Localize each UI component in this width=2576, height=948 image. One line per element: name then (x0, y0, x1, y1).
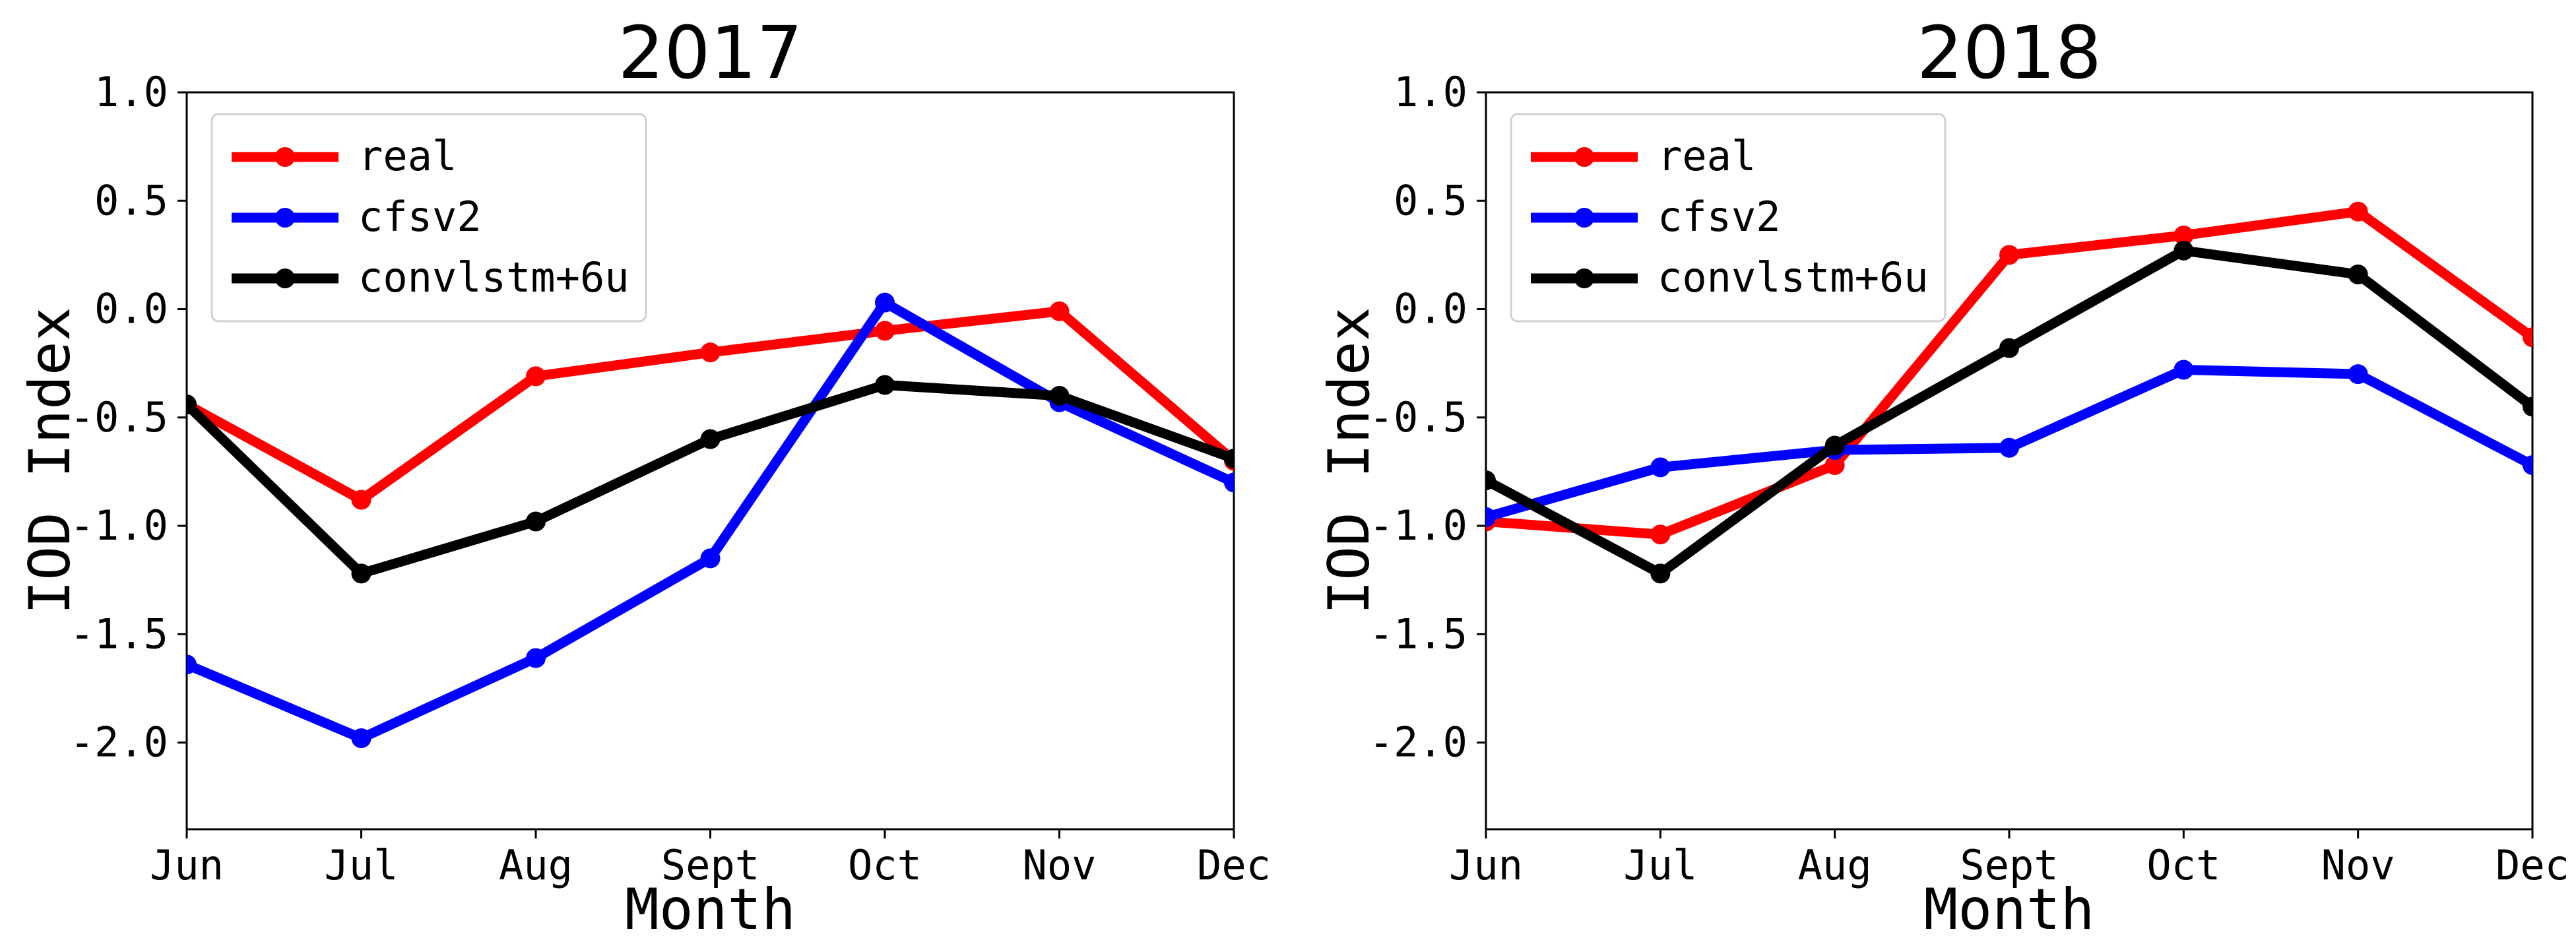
data-point (1999, 245, 2019, 265)
y-tick-label: -2.0 (70, 718, 168, 767)
data-point (875, 321, 895, 341)
data-point (2348, 264, 2368, 284)
legend-label: convlstm+6u (358, 253, 629, 301)
series-convlstm-6u (1486, 240, 2532, 584)
y-tick-label: 1.0 (94, 68, 168, 116)
data-point (2523, 396, 2532, 417)
series-real (187, 301, 1234, 510)
y-tick-label: -1.5 (70, 610, 168, 658)
x-axis-label: Month (625, 877, 796, 943)
data-point (1049, 385, 1070, 406)
data-point (1224, 472, 1234, 493)
legend-marker (1574, 269, 1594, 288)
legend-label: real (358, 132, 457, 180)
series-real (1486, 201, 2532, 545)
x-axis-label: Month (1924, 877, 2095, 943)
series-convlstm-6u (187, 375, 1234, 584)
y-tick-label: -1.0 (70, 501, 168, 550)
data-point (700, 429, 721, 449)
x-tick-label: Sept (661, 841, 759, 889)
data-point (875, 375, 895, 395)
legend: real cfsv2 convlstm+6u (1510, 113, 1947, 323)
data-point (1650, 524, 1671, 545)
x-tick-label: Oct (848, 841, 922, 889)
y-tick-label: 0.5 (1394, 176, 1467, 224)
x-tick-label: Aug (1798, 841, 1872, 889)
x-tick-label: Jul (325, 841, 399, 889)
legend-marker (1574, 147, 1594, 167)
y-tick-label: -1.0 (1369, 501, 1467, 550)
x-tick-label: Nov (1023, 841, 1097, 889)
y-axis-label: IOD Index (17, 307, 83, 615)
x-tick-label: Oct (2146, 841, 2220, 889)
data-point (1824, 455, 1845, 476)
data-point (187, 654, 197, 675)
legend-label: convlstm+6u (1658, 253, 1929, 301)
data-point (1486, 470, 1496, 491)
plot-area (1486, 201, 2532, 584)
x-tick-label: Jun (150, 841, 224, 889)
data-point (1650, 457, 1671, 478)
y-tick-label: -2.0 (1369, 718, 1467, 767)
chart-title: 2018 (1917, 11, 2102, 95)
data-point (351, 490, 371, 510)
data-point (187, 395, 197, 415)
data-point (2174, 240, 2194, 261)
x-tick-label: Jun (1449, 841, 1523, 889)
data-point (1999, 338, 2019, 358)
legend-box (210, 113, 647, 323)
x-tick-label: Jul (1623, 841, 1697, 889)
chart-title: 2017 (618, 11, 803, 95)
y-tick-label: -0.5 (70, 393, 168, 441)
series-cfsv2 (1486, 360, 2532, 527)
data-point (351, 728, 371, 749)
data-point (2174, 225, 2194, 245)
x-tick-label: Aug (499, 841, 573, 889)
data-point (700, 342, 721, 363)
y-tick-label: 0.0 (1394, 285, 1467, 333)
data-point (1224, 449, 1234, 469)
y-tick-label: 0.0 (94, 285, 168, 333)
y-tick-label: 0.5 (94, 176, 168, 224)
y-tick-label: 1.0 (1394, 68, 1467, 116)
y-tick-label: -0.5 (1369, 393, 1467, 441)
data-point (1049, 301, 1070, 321)
plot-area (187, 292, 1234, 749)
x-tick-label: Sept (1960, 841, 2058, 889)
data-point (1650, 563, 1671, 584)
data-point (1486, 507, 1496, 527)
legend-label: cfsv2 (358, 193, 482, 241)
legend-marker (275, 208, 295, 228)
y-axis-label: IOD Index (1316, 307, 1382, 615)
data-point (1999, 437, 2019, 458)
legend-label: cfsv2 (1658, 193, 1781, 241)
x-tick-label: Nov (2321, 841, 2395, 889)
data-point (1824, 435, 1845, 456)
y-tick-label: -1.5 (1369, 610, 1467, 658)
legend-marker (275, 147, 295, 167)
x-tick-label: Dec (2496, 841, 2569, 889)
chart-panel-2: 2018 1.0 0.5 0.0 -0.5 -1.0 -1.5 -2.0 Jun Jul Aug Se… (1316, 11, 2569, 943)
data-point (2348, 364, 2368, 385)
legend-marker (275, 269, 295, 288)
data-point (526, 648, 546, 668)
data-point (700, 548, 721, 569)
data-point (351, 563, 371, 584)
x-tick-label: Dec (1197, 841, 1271, 889)
data-point (2174, 360, 2194, 380)
series-line (187, 298, 1234, 743)
data-point (2348, 201, 2368, 222)
legend-marker (1574, 208, 1594, 228)
data-point (2523, 327, 2532, 348)
legend: real cfsv2 convlstm+6u (210, 113, 647, 323)
data-point (526, 366, 546, 387)
data-point (875, 292, 895, 313)
data-point (2523, 455, 2532, 476)
chart-panel-1: 2017 1.0 0.5 0.0 -0.5 -1.0 -1.5 -2.0 Jun Jul Aug Se… (17, 11, 1271, 943)
legend-label: real (1658, 132, 1756, 180)
data-point (526, 511, 546, 532)
legend-box (1510, 113, 1947, 323)
